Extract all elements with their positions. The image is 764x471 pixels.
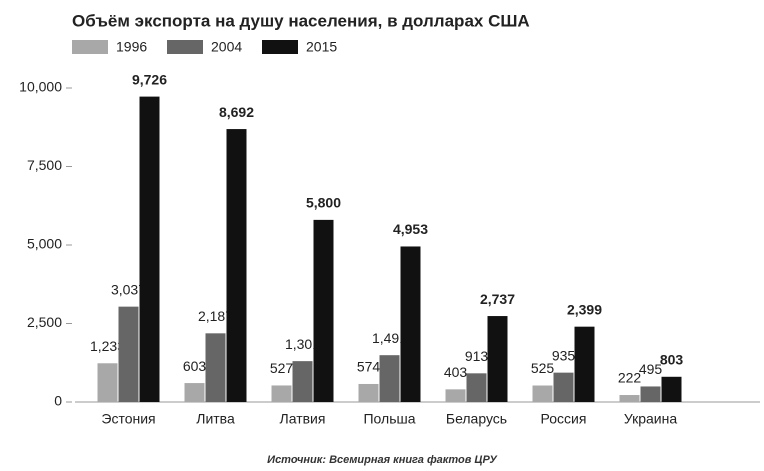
- value-label: 222: [618, 370, 642, 386]
- y-tick-label: 5,000: [27, 236, 62, 252]
- value-label: 5,800: [306, 195, 341, 211]
- x-tick-label: Латвия: [280, 411, 326, 427]
- legend-label: 1996: [116, 39, 147, 55]
- value-label: 4,953: [393, 221, 428, 237]
- source: Источник: Всемирная книга фактов ЦРУ: [267, 454, 498, 466]
- x-tick-label: Эстония: [101, 411, 155, 427]
- value-label: 525: [531, 360, 555, 376]
- chart-title: Объём экспорта на душу населения, в долл…: [72, 11, 530, 30]
- bar: [226, 129, 247, 402]
- bar: [445, 389, 466, 402]
- value-label: 1,233: [90, 338, 125, 354]
- legend-swatch: [72, 40, 108, 54]
- y-tick-label: 0: [54, 393, 62, 409]
- x-tick-label: Литва: [196, 411, 235, 427]
- bar: [139, 96, 160, 402]
- bar: [118, 306, 139, 402]
- bar: [661, 376, 682, 402]
- value-label: 935: [552, 347, 576, 363]
- x-tick-label: Польша: [363, 411, 415, 427]
- bar: [97, 363, 118, 402]
- bar: [358, 383, 379, 402]
- y-tick-label: 10,000: [19, 79, 62, 95]
- y-tick-label: 7,500: [27, 157, 62, 173]
- bar: [184, 383, 205, 402]
- value-label: 495: [639, 361, 663, 377]
- bar: [640, 386, 661, 402]
- value-label: 3,037: [111, 281, 146, 297]
- value-label: 803: [660, 351, 684, 367]
- value-label: 527: [270, 360, 294, 376]
- x-tick-label: Россия: [541, 411, 587, 427]
- x-tick-label: Украина: [624, 411, 678, 427]
- value-label: 8,692: [219, 104, 254, 120]
- bar: [532, 385, 553, 402]
- legend-label: 2004: [211, 39, 242, 55]
- bar: [400, 246, 421, 402]
- bar: [271, 385, 292, 402]
- legend-label: 2015: [306, 39, 337, 55]
- legend-swatch: [167, 40, 203, 54]
- value-label: 9,726: [132, 71, 167, 87]
- bar: [619, 395, 640, 402]
- value-label: 2,187: [198, 308, 233, 324]
- legend-swatch: [262, 40, 298, 54]
- bar: [379, 355, 400, 402]
- value-label: 403: [444, 364, 468, 380]
- value-label: 1,491: [372, 330, 407, 346]
- value-label: 574: [357, 359, 381, 375]
- bar: [292, 361, 313, 402]
- value-label: 1,301: [285, 336, 320, 352]
- value-label: 2,399: [567, 301, 602, 317]
- value-label: 2,737: [480, 291, 515, 307]
- y-tick-label: 2,500: [27, 314, 62, 330]
- bar: [553, 372, 574, 402]
- bar: [466, 373, 487, 402]
- bar: [313, 219, 334, 402]
- bar: [487, 316, 508, 402]
- x-tick-label: Беларусь: [446, 411, 507, 427]
- bar: [574, 326, 595, 402]
- value-label: 603: [183, 358, 207, 374]
- bar: [205, 333, 226, 402]
- value-label: 913: [465, 348, 489, 364]
